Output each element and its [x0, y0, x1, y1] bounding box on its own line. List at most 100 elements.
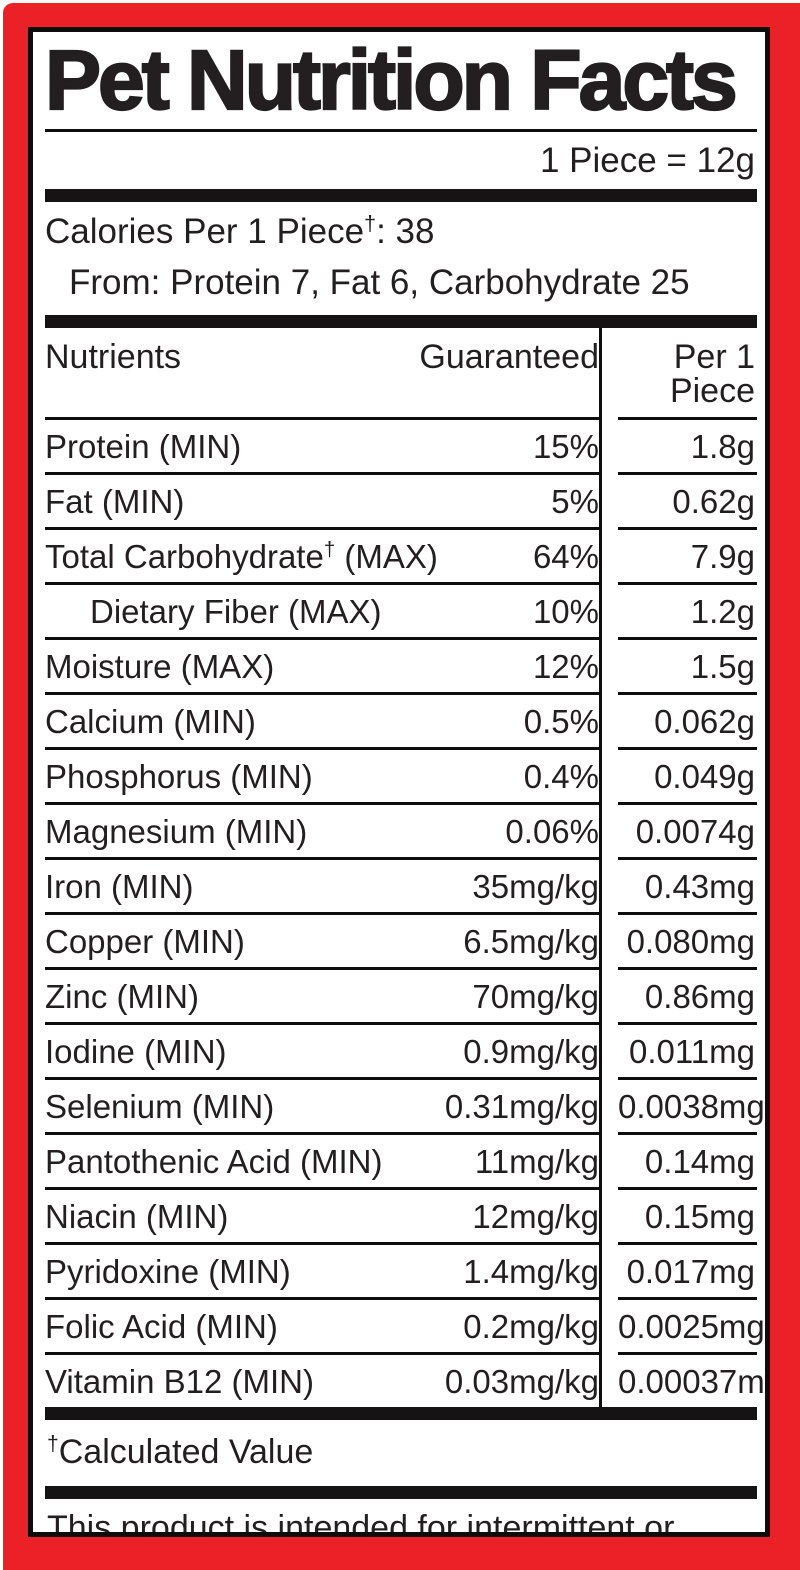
- row-iodine: Iodine (MIN) 0.9mg/kg 0.011mg: [45, 1025, 757, 1080]
- guaranteed-value: 0.31mg/kg: [444, 1088, 599, 1125]
- row-copper: Copper (MIN) 6.5mg/kg 0.080mg: [45, 915, 757, 970]
- calculated-value-text: Calculated Value: [58, 1433, 314, 1471]
- guaranteed-value: 0.2mg/kg: [463, 1308, 599, 1345]
- nutrient-name-text: Iron (MIN): [45, 868, 194, 905]
- per-piece-value: 0.062g: [618, 695, 757, 750]
- nutrient-name-text: Total Carbohydrate: [45, 538, 324, 575]
- row-zinc: Zinc (MIN) 70mg/kg 0.86mg: [45, 970, 757, 1025]
- per-piece-value: 0.0038mg: [618, 1080, 765, 1135]
- nutrient-name-text: Vitamin B12 (MIN): [45, 1363, 314, 1400]
- nutrients-table: Nutrients Guaranteed Per 1 Piece Protein…: [45, 328, 765, 1407]
- nutrient-name: Iodine (MIN): [45, 1035, 227, 1068]
- row-iron: Iron (MIN) 35mg/kg 0.43mg: [45, 860, 757, 915]
- nutrient-name-text: Selenium (MIN): [45, 1088, 275, 1125]
- per-piece-value: 0.14mg: [618, 1135, 757, 1190]
- column-header-guaranteed: Guaranteed: [419, 338, 599, 376]
- section-bar-top: [45, 189, 757, 202]
- nutrient-name: Iron (MIN): [45, 870, 194, 903]
- per-piece-value: 0.86mg: [618, 970, 757, 1025]
- column-header-nutrients: Nutrients: [45, 338, 182, 376]
- nutrient-name: Zinc (MIN): [45, 980, 199, 1013]
- nutrient-name-text: Zinc (MIN): [45, 978, 199, 1015]
- nutrient-name: Moisture (MAX): [45, 650, 274, 683]
- row-pantothenic-acid: Pantothenic Acid (MIN) 11mg/kg 0.14mg: [45, 1135, 757, 1190]
- label-title: Pet Nutrition Facts: [44, 33, 739, 127]
- guaranteed-value: 12mg/kg: [472, 1198, 599, 1235]
- serving-size: 1 Piece = 12g: [539, 141, 755, 180]
- per-piece-value: 0.011mg: [618, 1025, 757, 1080]
- guaranteed-value: 70mg/kg: [472, 978, 599, 1015]
- nutrient-name-text: Protein (MIN): [45, 428, 242, 465]
- nutrient-name-text: Fat (MIN): [45, 483, 185, 520]
- nutrient-name: Protein (MIN): [45, 430, 241, 463]
- guaranteed-value: 0.06%: [505, 813, 599, 850]
- nutrition-label: Pet Nutrition Facts 1 Piece = 12g Calori…: [28, 27, 770, 1537]
- row-magnesium: Magnesium (MIN) 0.06% 0.0074g: [45, 805, 757, 860]
- guaranteed-value: 0.03mg/kg: [444, 1363, 599, 1400]
- nutrient-name-text: Magnesium (MIN): [45, 813, 308, 850]
- nutrient-name: Pantothenic Acid (MIN): [45, 1145, 382, 1178]
- dagger-icon: †: [47, 1432, 59, 1456]
- nutrient-name-suffix: (MAX): [335, 538, 438, 575]
- section-bar-table-bottom: [45, 1407, 757, 1420]
- nutrient-name: Magnesium (MIN): [45, 815, 307, 848]
- per-piece-value: 1.5g: [618, 640, 757, 695]
- calculated-value-footnote: †Calculated Value: [45, 1420, 757, 1486]
- nutrient-name: Phosphorus (MIN): [45, 760, 313, 793]
- title-divider: [45, 129, 757, 132]
- row-calcium: Calcium (MIN) 0.5% 0.062g: [45, 695, 757, 750]
- nutrient-name: Fat (MIN): [45, 485, 184, 518]
- nutrient-name-text: Pyridoxine (MIN): [45, 1253, 291, 1290]
- row-dietary-fiber: Dietary Fiber (MAX) 10% 1.2g: [45, 585, 757, 640]
- row-phosphorus: Phosphorus (MIN) 0.4% 0.049g: [45, 750, 757, 805]
- label-content: Pet Nutrition Facts 1 Piece = 12g Calori…: [33, 32, 765, 1532]
- nutrient-name: Pyridoxine (MIN): [45, 1255, 291, 1288]
- nutrient-name-text: Moisture (MAX): [45, 648, 275, 685]
- calories-block: Calories Per 1 Piece†: 38 From: Protein …: [45, 202, 757, 315]
- section-bar-table-top: [45, 315, 757, 328]
- guaranteed-value: 5%: [551, 483, 599, 520]
- per-piece-value: 0.43mg: [618, 860, 757, 915]
- per-piece-value: 0.017mg: [618, 1245, 757, 1300]
- nutrient-name-text: Pantothenic Acid (MIN): [45, 1143, 383, 1180]
- column-divider: [599, 328, 602, 1407]
- row-moisture: Moisture (MAX) 12% 1.5g: [45, 640, 757, 695]
- guaranteed-value: 35mg/kg: [472, 868, 599, 905]
- nutrient-name-text: Iodine (MIN): [45, 1033, 227, 1070]
- nutrient-name-text: Calcium (MIN): [45, 703, 256, 740]
- nutrient-name-text: Folic Acid (MIN): [45, 1308, 278, 1345]
- guaranteed-value: 10%: [532, 593, 599, 630]
- guaranteed-value: 12%: [532, 648, 599, 685]
- nutrient-name: Folic Acid (MIN): [45, 1310, 278, 1343]
- nutrient-name: Vitamin B12 (MIN): [45, 1365, 314, 1398]
- calories-text: Calories Per 1 Piece: [45, 212, 365, 251]
- per-piece-value: 0.080mg: [618, 915, 757, 970]
- per-piece-value: 0.049g: [618, 750, 757, 805]
- calories-from-line: From: Protein 7, Fat 6, Carbohydrate 25: [69, 263, 690, 302]
- per-piece-value: 7.9g: [618, 530, 757, 585]
- nutrient-name: Total Carbohydrate† (MAX): [45, 538, 438, 575]
- row-folic-acid: Folic Acid (MIN) 0.2mg/kg 0.0025mg: [45, 1300, 765, 1355]
- dagger-icon: †: [323, 538, 336, 561]
- nutrient-name: Selenium (MIN): [45, 1090, 274, 1123]
- per-piece-value: 1.8g: [618, 420, 757, 475]
- nutrient-name: Copper (MIN): [45, 925, 245, 958]
- guaranteed-value: 6.5mg/kg: [463, 923, 599, 960]
- section-bar-footnote: [45, 1486, 757, 1499]
- guaranteed-value: 64%: [532, 538, 599, 575]
- per-piece-value: 1.2g: [618, 585, 757, 640]
- row-niacin: Niacin (MIN) 12mg/kg 0.15mg: [45, 1190, 757, 1245]
- dagger-icon: †: [364, 210, 377, 236]
- row-total-carbohydrate: Total Carbohydrate† (MAX) 64% 7.9g: [45, 530, 757, 585]
- row-protein: Protein (MIN) 15% 1.8g: [45, 420, 757, 475]
- label-red-border: Pet Nutrition Facts 1 Piece = 12g Calori…: [3, 3, 800, 1570]
- row-pyridoxine: Pyridoxine (MIN) 1.4mg/kg 0.017mg: [45, 1245, 757, 1300]
- nutrient-name-text: Niacin (MIN): [45, 1198, 229, 1235]
- per-piece-value: 0.00037mg: [618, 1363, 765, 1400]
- calories-value: : 38: [376, 212, 435, 251]
- calories-line: Calories Per 1 Piece†: 38: [45, 212, 757, 252]
- per-piece-value: 0.62g: [618, 475, 757, 530]
- nutrient-name-text: Dietary Fiber (MAX): [90, 593, 382, 630]
- column-header-per-piece: Per 1 Piece: [618, 328, 757, 420]
- guaranteed-value: 11mg/kg: [474, 1143, 599, 1180]
